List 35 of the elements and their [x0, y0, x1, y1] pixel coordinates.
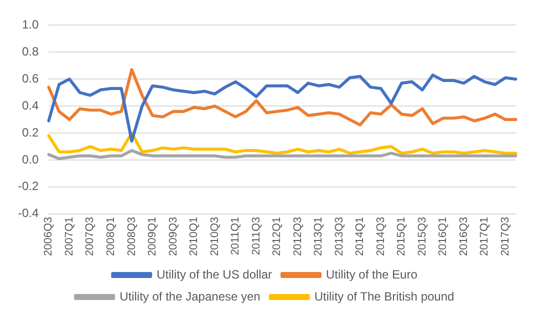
x-tick-label: 2009Q1: [146, 216, 159, 256]
x-tick-label: 2012Q1: [271, 216, 284, 256]
x-tick-label: 2008Q1: [104, 216, 117, 256]
legend-label: Utility of the Euro: [326, 267, 418, 282]
x-tick-label: 2016Q3: [458, 216, 470, 256]
x-tick-label: 2014Q3: [374, 216, 387, 256]
x-tick-label: 2011Q1: [230, 216, 242, 256]
x-tick-label: 2009Q3: [167, 216, 180, 256]
x-tick-label: 2006Q3: [42, 216, 55, 256]
y-tick-label: 0.0: [22, 152, 39, 166]
x-tick-label: 2007Q3: [84, 216, 96, 256]
x-tick-label: 2013Q1: [312, 216, 325, 256]
x-tick-label: 2014Q1: [354, 216, 366, 256]
x-tick-label: 2017Q1: [478, 216, 491, 256]
x-tick-label: 2007Q1: [63, 216, 76, 256]
y-tick-label: 0.2: [22, 125, 39, 140]
x-tick-label: 2015Q1: [396, 216, 408, 256]
x-tick-label: 2016Q1: [437, 216, 450, 256]
y-tick-label: -0.4: [18, 206, 39, 220]
x-tick-label: 2010Q1: [188, 216, 200, 256]
legend-label: Utility of the US dollar: [156, 267, 272, 282]
y-tick-label: 1.0: [22, 18, 39, 32]
x-tick-label: 2015Q3: [416, 216, 428, 256]
y-tick-label: 0.8: [22, 44, 39, 58]
y-tick-label: 0.4: [22, 98, 39, 112]
x-tick-label: 2013Q3: [333, 216, 346, 256]
y-tick-label: 0.6: [22, 71, 39, 86]
x-tick-label: 2012Q3: [292, 216, 304, 256]
x-tick-label: 2011Q3: [250, 216, 262, 256]
y-tick-label: -0.2: [18, 179, 39, 194]
x-tick-label: 2017Q3: [499, 216, 512, 256]
legend-label: Utility of The British pound: [314, 289, 454, 304]
x-tick-label: 2010Q3: [208, 216, 221, 256]
x-tick-label: 2008Q3: [126, 216, 138, 256]
legend-label: Utility of the Japanese yen: [120, 289, 260, 304]
